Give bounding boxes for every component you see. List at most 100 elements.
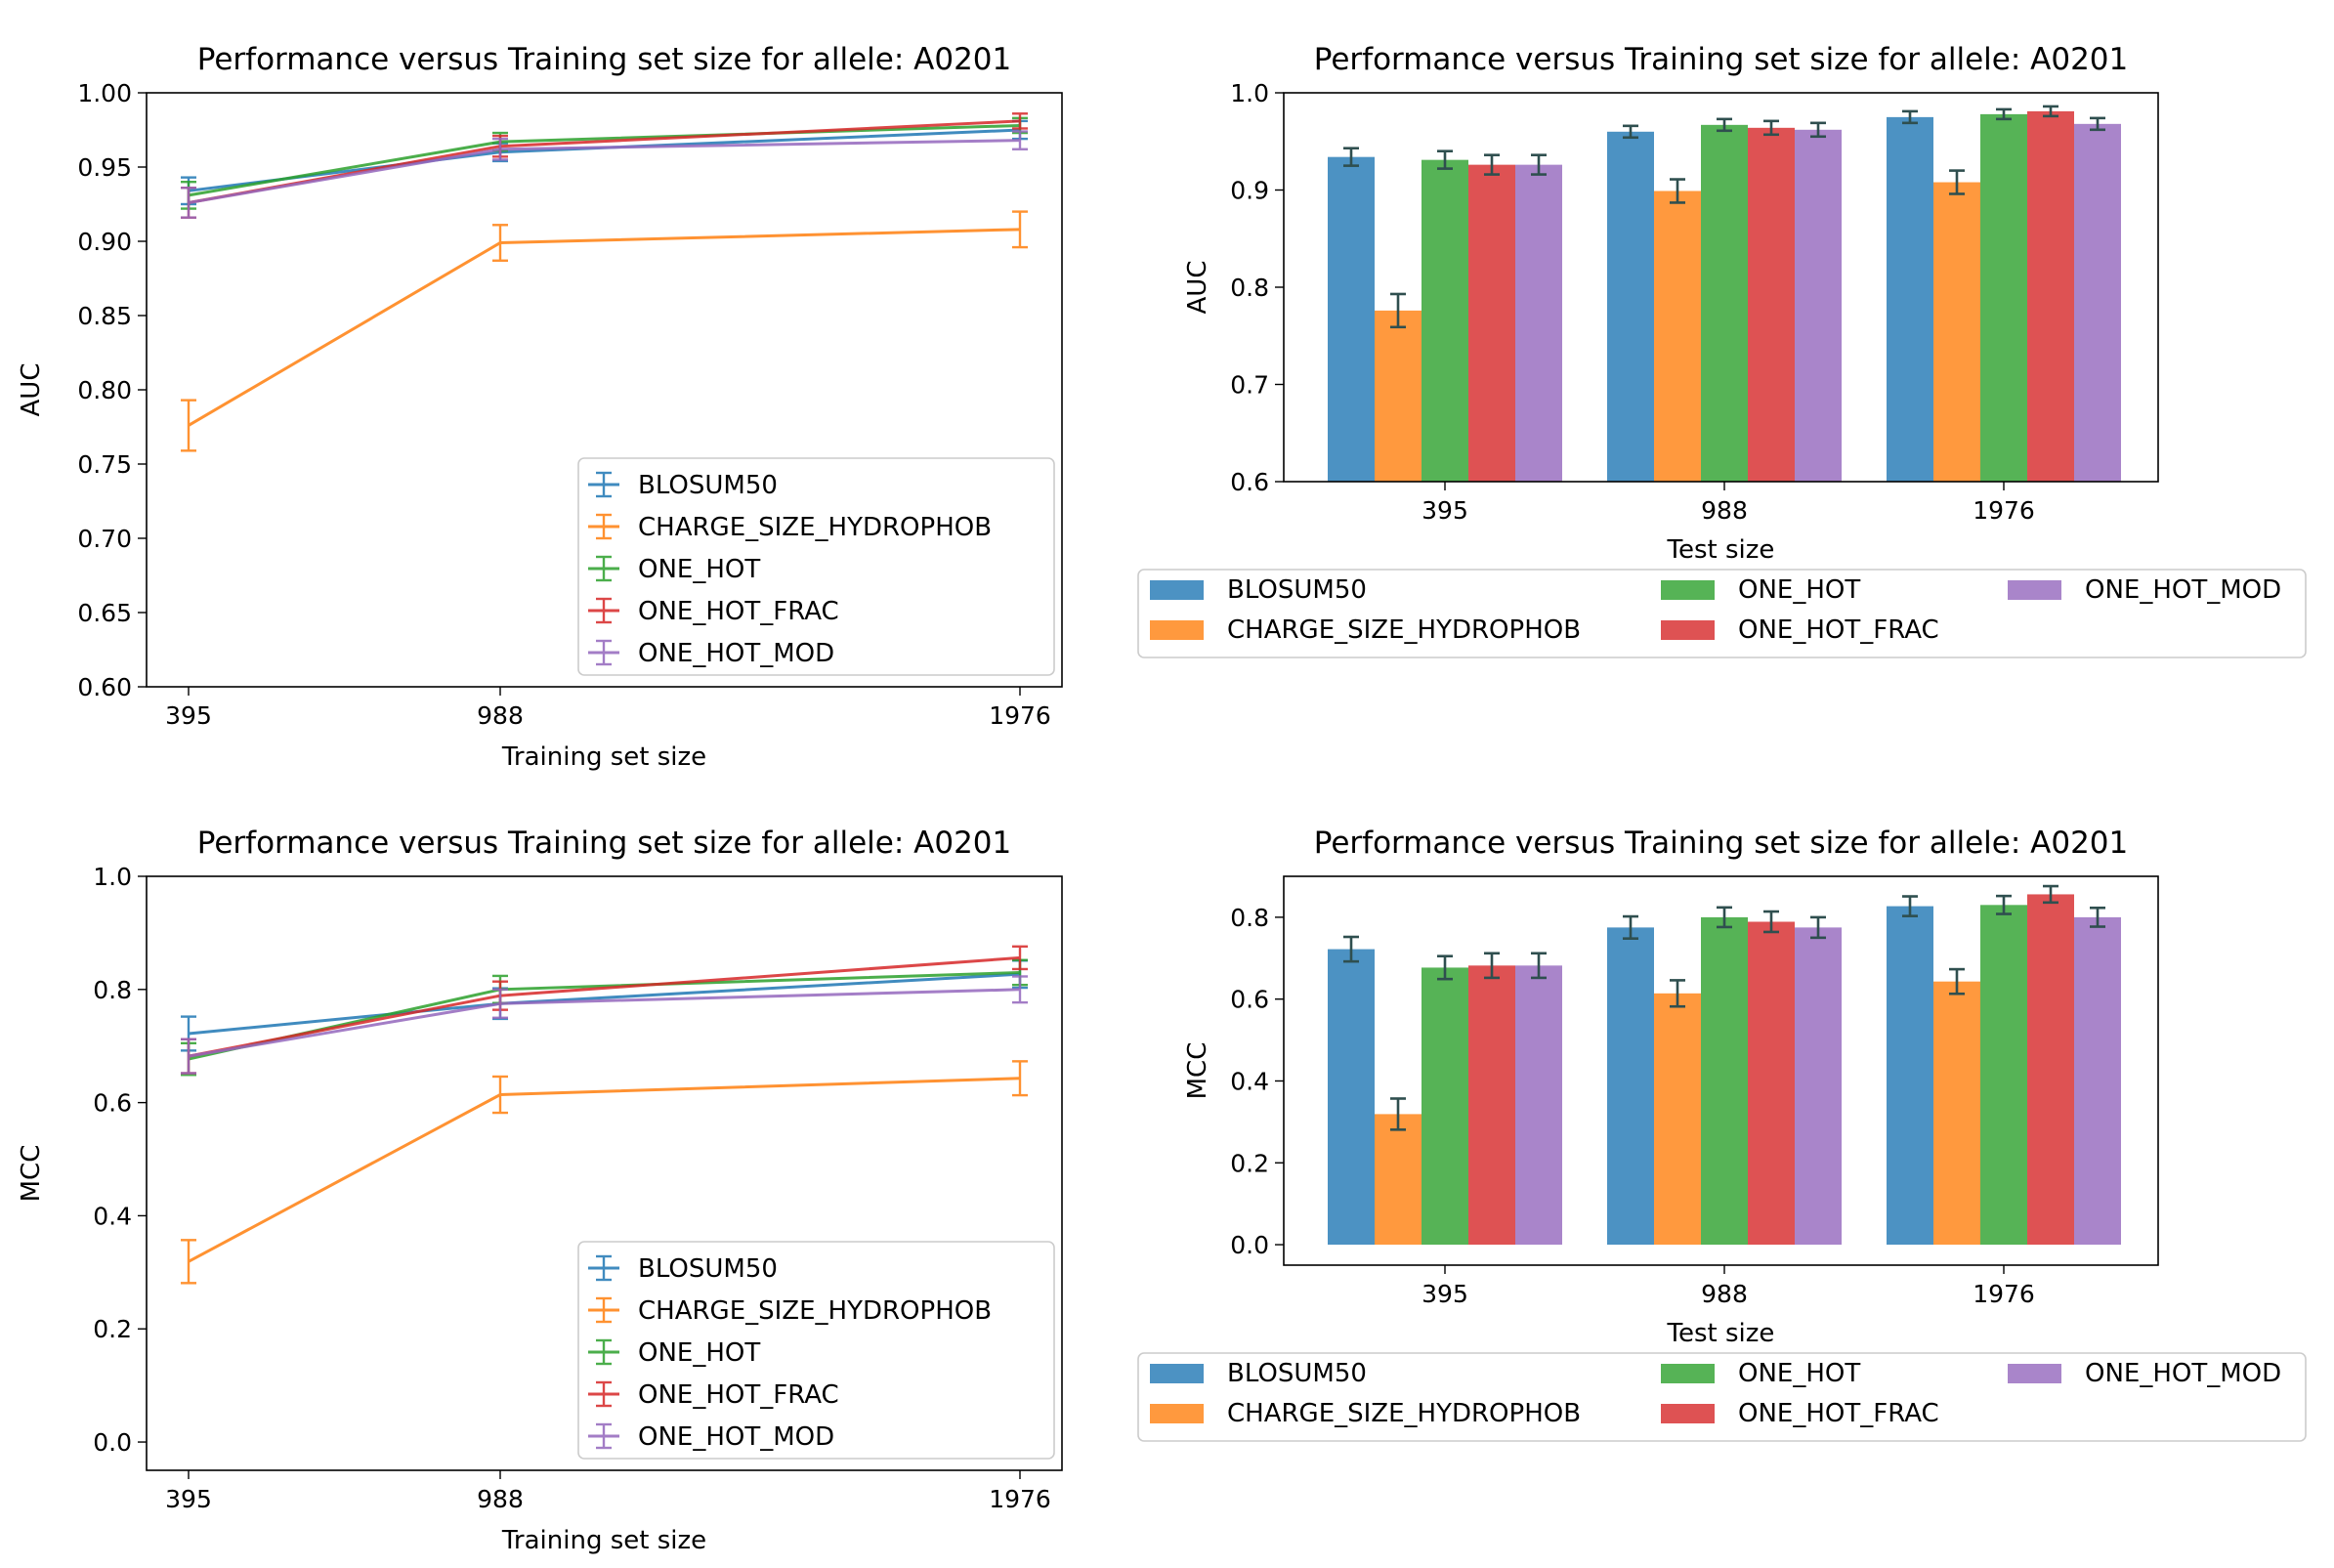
legend-swatch bbox=[1150, 580, 1204, 600]
y-tick-label: 0.4 bbox=[1230, 1067, 1269, 1095]
x-tick-label: 395 bbox=[165, 701, 212, 730]
legend-swatch bbox=[1150, 1404, 1204, 1423]
y-tick-label: 0.9 bbox=[1230, 177, 1269, 205]
bar-one-hot bbox=[1422, 160, 1468, 482]
y-axis-label: MCC bbox=[1183, 1042, 1212, 1100]
bar-charge-size-hydrophob bbox=[1375, 311, 1422, 482]
chart-title: Performance versus Training set size for… bbox=[1314, 826, 2129, 861]
y-tick-label: 0.75 bbox=[77, 450, 132, 479]
y-tick-label: 0.80 bbox=[77, 376, 132, 404]
x-tick-label: 988 bbox=[1701, 496, 1748, 525]
y-tick-label: 0.8 bbox=[1230, 274, 1269, 302]
y-tick-label: 0.85 bbox=[77, 302, 132, 330]
legend-swatch bbox=[1150, 1364, 1204, 1383]
legend-swatch bbox=[1150, 620, 1204, 640]
legend-label: BLOSUM50 bbox=[638, 1254, 778, 1284]
x-tick-label: 988 bbox=[1701, 1280, 1748, 1308]
bar-one-hot-mod bbox=[2074, 124, 2121, 482]
legend: BLOSUM50CHARGE_SIZE_HYDROPHOBONE_HOTONE_… bbox=[1138, 570, 2306, 657]
bar-one-hot-frac bbox=[1468, 965, 1515, 1245]
y-tick-label: 0.6 bbox=[93, 1089, 132, 1118]
bar-one-hot bbox=[1422, 967, 1468, 1245]
bar-one-hot-frac bbox=[2027, 894, 2074, 1245]
chart-title: Performance versus Training set size for… bbox=[197, 42, 1012, 77]
line-series-blosum50 bbox=[181, 121, 1028, 204]
legend-swatch bbox=[2008, 1364, 2061, 1383]
bar-one-hot-mod bbox=[2074, 917, 2121, 1245]
bar-one-hot-mod bbox=[1795, 130, 1842, 482]
legend-label: CHARGE_SIZE_HYDROPHOB bbox=[638, 513, 992, 542]
y-tick-label: 0.2 bbox=[93, 1315, 132, 1343]
legend-label: ONE_HOT_FRAC bbox=[1738, 1399, 1939, 1428]
series-line bbox=[189, 972, 1020, 1059]
legend-swatch bbox=[1661, 1404, 1715, 1423]
y-tick-label: 0.8 bbox=[93, 976, 132, 1004]
x-axis-label: Test size bbox=[1667, 535, 1775, 565]
y-tick-label: 1.00 bbox=[77, 79, 132, 107]
x-axis-label: Test size bbox=[1667, 1319, 1775, 1348]
legend-label: CHARGE_SIZE_HYDROPHOB bbox=[1227, 615, 1581, 645]
y-tick-label: 0.65 bbox=[77, 599, 132, 627]
bar-one-hot-mod bbox=[1795, 927, 1842, 1245]
bar-blosum50 bbox=[1328, 950, 1375, 1245]
y-tick-label: 1.0 bbox=[93, 863, 132, 891]
x-axis-label: Training set size bbox=[501, 1526, 706, 1555]
bar-one-hot-mod bbox=[1515, 165, 1562, 482]
series-line bbox=[189, 1079, 1020, 1262]
chart-title: Performance versus Training set size for… bbox=[1314, 42, 2129, 77]
legend-label: CHARGE_SIZE_HYDROPHOB bbox=[1227, 1399, 1581, 1428]
chart-title: Performance versus Training set size for… bbox=[197, 826, 1012, 861]
legend-label: ONE_HOT bbox=[1738, 1359, 1860, 1388]
legend-label: ONE_HOT_FRAC bbox=[1738, 615, 1939, 645]
bar-one-hot-frac bbox=[1748, 128, 1795, 482]
bar-blosum50 bbox=[1887, 907, 1933, 1245]
bar-charge-size-hydrophob bbox=[1654, 994, 1701, 1245]
y-tick-label: 1.0 bbox=[1230, 79, 1269, 107]
series-line bbox=[189, 957, 1020, 1056]
y-tick-label: 0.4 bbox=[93, 1202, 132, 1230]
legend-label: ONE_HOT_MOD bbox=[638, 639, 834, 668]
bar-one-hot-mod bbox=[1515, 965, 1562, 1245]
bar-one-hot-frac bbox=[1748, 922, 1795, 1246]
y-tick-label: 0.6 bbox=[1230, 468, 1269, 496]
series-line bbox=[189, 230, 1020, 426]
x-tick-label: 1976 bbox=[989, 1485, 1051, 1513]
legend-label: ONE_HOT_MOD bbox=[2085, 575, 2281, 605]
legend-swatch bbox=[2008, 580, 2061, 600]
y-tick-label: 0.6 bbox=[1230, 986, 1269, 1014]
y-axis-label: AUC bbox=[17, 363, 46, 417]
y-tick-label: 0.60 bbox=[77, 673, 132, 701]
y-tick-label: 0.95 bbox=[77, 153, 132, 182]
y-axis-label: AUC bbox=[1183, 261, 1212, 315]
legend-label: ONE_HOT bbox=[1738, 575, 1860, 605]
y-axis-label: MCC bbox=[17, 1145, 46, 1203]
y-tick-label: 0.0 bbox=[1230, 1231, 1269, 1259]
line-series-one-hot-frac bbox=[181, 947, 1028, 1074]
bar-blosum50 bbox=[1887, 117, 1933, 482]
legend-label: BLOSUM50 bbox=[1227, 1359, 1367, 1388]
line-series-charge-size-hydrophob bbox=[181, 212, 1028, 451]
legend: BLOSUM50 CHARGE_SIZE_HYDROPHOB ONE_HOT ONE_… bbox=[1138, 1353, 2306, 1441]
x-tick-label: 1976 bbox=[989, 701, 1051, 730]
y-tick-label: 0.2 bbox=[1230, 1149, 1269, 1177]
line-series-one-hot bbox=[181, 118, 1028, 209]
legend-swatch bbox=[1661, 580, 1715, 600]
legend-label: ONE_HOT_MOD bbox=[2085, 1359, 2281, 1388]
bar-one-hot bbox=[1980, 905, 2027, 1245]
bar-charge-size-hydrophob bbox=[1933, 183, 1980, 482]
legend-swatch bbox=[1661, 1364, 1715, 1383]
y-tick-label: 0.8 bbox=[1230, 904, 1269, 932]
legend-label: ONE_HOT bbox=[638, 555, 760, 584]
x-tick-label: 395 bbox=[165, 1485, 212, 1513]
bar-one-hot bbox=[1701, 917, 1748, 1245]
bar-one-hot-frac bbox=[2027, 111, 2074, 482]
y-tick-label: 0.90 bbox=[77, 228, 132, 256]
x-tick-label: 395 bbox=[1422, 1280, 1468, 1308]
y-tick-label: 0.7 bbox=[1230, 371, 1269, 400]
bar-one-hot-frac bbox=[1468, 165, 1515, 482]
bar-blosum50 bbox=[1328, 157, 1375, 482]
